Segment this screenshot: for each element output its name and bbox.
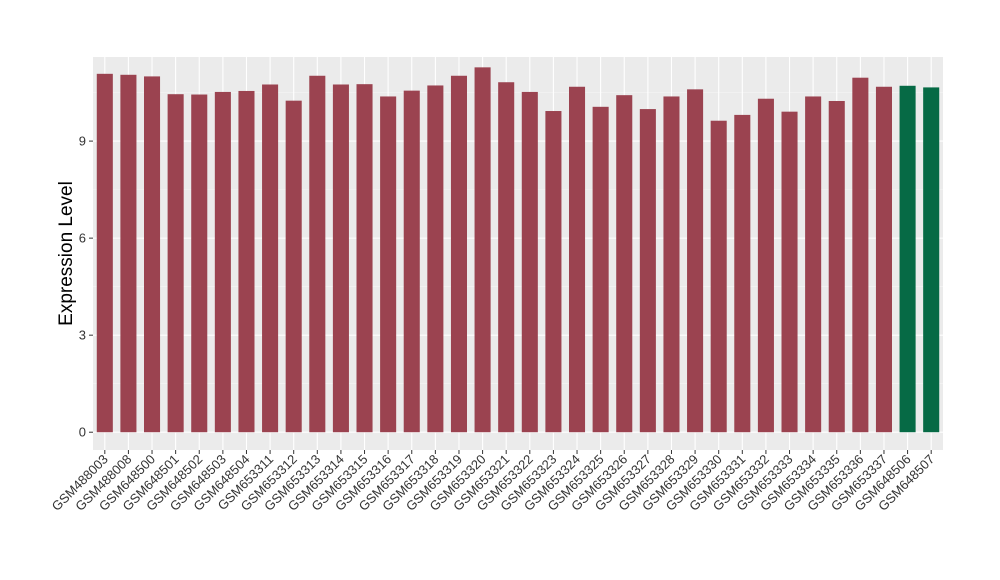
bar-GSM653318 bbox=[427, 85, 444, 433]
bar-GSM653327 bbox=[639, 109, 656, 433]
bar-GSM653312 bbox=[285, 100, 302, 433]
bar-GSM648500 bbox=[144, 76, 161, 433]
bar-GSM653321 bbox=[498, 82, 515, 433]
bar-GSM653320 bbox=[474, 67, 491, 433]
bar-GSM653317 bbox=[403, 90, 420, 433]
y-axis: 0 3 6 9 bbox=[79, 134, 93, 440]
bar-GSM653329 bbox=[687, 89, 704, 433]
bar-GSM653324 bbox=[569, 86, 586, 433]
bar-GSM653326 bbox=[616, 95, 633, 433]
bars bbox=[96, 67, 940, 433]
bar-GSM648503 bbox=[214, 91, 231, 433]
y-tick-label: 6 bbox=[79, 231, 86, 246]
bar-GSM653323 bbox=[545, 111, 562, 433]
y-tick-label: 0 bbox=[79, 425, 86, 440]
bar-GSM653331 bbox=[734, 114, 751, 433]
bar-GSM653314 bbox=[332, 84, 349, 433]
y-axis-title: Expression Level bbox=[56, 181, 77, 326]
bar-GSM653334 bbox=[805, 96, 822, 433]
bar-GSM648506 bbox=[899, 85, 916, 433]
bar-GSM653311 bbox=[262, 84, 279, 433]
bar-GSM648502 bbox=[191, 94, 208, 433]
bar-GSM648507 bbox=[923, 87, 940, 433]
bar-GSM653336 bbox=[852, 77, 869, 433]
bar-GSM653325 bbox=[592, 106, 609, 433]
bar-GSM653319 bbox=[450, 75, 467, 433]
bar-GSM488008 bbox=[120, 74, 137, 433]
bar-GSM653330 bbox=[710, 120, 727, 433]
bar-GSM653335 bbox=[828, 100, 845, 433]
bar-GSM648504 bbox=[238, 90, 255, 433]
bar-GSM653313 bbox=[309, 75, 326, 433]
bar-GSM653328 bbox=[663, 96, 680, 433]
bar-GSM648501 bbox=[167, 94, 184, 433]
y-tick-label: 3 bbox=[79, 328, 86, 343]
bar-GSM653332 bbox=[757, 98, 774, 433]
y-tick-label: 9 bbox=[79, 134, 86, 149]
bar-GSM488003 bbox=[96, 73, 113, 433]
bar-GSM653316 bbox=[380, 96, 397, 433]
bar-GSM653333 bbox=[781, 111, 798, 433]
bar-GSM653315 bbox=[356, 84, 373, 433]
x-axis: GSM488003GSM488008GSM648500GSM648501GSM6… bbox=[49, 450, 937, 514]
plot-panel bbox=[93, 57, 943, 450]
bar-GSM653337 bbox=[875, 86, 892, 433]
bar-GSM653322 bbox=[521, 91, 538, 433]
